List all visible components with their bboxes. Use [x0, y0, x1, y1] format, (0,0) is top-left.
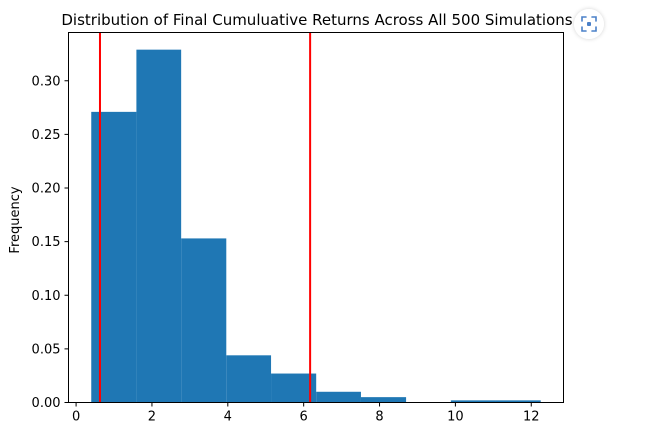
x-tick-label: 6 [300, 410, 308, 425]
x-tick-label: 4 [224, 410, 232, 425]
histogram-bar-4 [226, 355, 272, 403]
histogram-bar-9 [450, 400, 496, 403]
x-tick-label: 2 [148, 410, 156, 425]
y-tick-label: 0.25 [32, 128, 61, 143]
y-axis-label: Frequency [8, 186, 23, 253]
histogram-bar-5 [271, 373, 317, 403]
y-tick-label: 0.15 [32, 235, 61, 250]
focus-frame-icon [581, 16, 597, 32]
focus-mode-button[interactable] [574, 9, 604, 39]
y-tick-label: 0.30 [32, 74, 61, 89]
y-tick-label: 0.10 [32, 289, 61, 304]
histogram-bar-2 [136, 49, 182, 403]
histogram-bar-10 [495, 400, 541, 403]
histogram-bar-7 [360, 397, 407, 403]
histogram-bar-3 [181, 238, 227, 403]
plot-frame [68, 32, 564, 403]
chart-title: Distribution of Final Cumuluative Return… [61, 11, 572, 29]
x-tick-label: 12 [523, 410, 540, 425]
bars-layer [91, 49, 541, 403]
x-axis: 0 2 4 6 8 10 12 [72, 402, 540, 425]
y-axis: 0.00 0.05 0.10 0.15 0.20 0.25 0.30 [32, 74, 69, 411]
x-tick-label: 0 [72, 410, 80, 425]
x-tick-label: 8 [375, 410, 383, 425]
reference-lines [98, 32, 312, 403]
y-tick-label: 0.00 [32, 396, 61, 411]
y-tick-label: 0.05 [32, 342, 61, 357]
y-tick-label: 0.20 [32, 182, 61, 197]
histogram-bar-6 [316, 391, 361, 403]
histogram-bar-1 [91, 111, 137, 403]
x-tick-label: 10 [447, 410, 464, 425]
